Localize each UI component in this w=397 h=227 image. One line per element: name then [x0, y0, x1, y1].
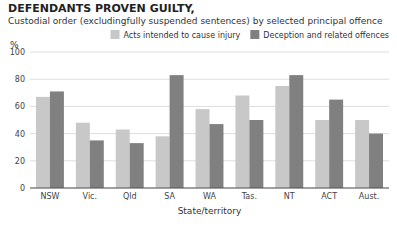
x-tick-label: Qld — [123, 192, 137, 201]
bar — [196, 109, 210, 188]
x-tick-label: Tas. — [241, 192, 257, 201]
y-tick-label: 40 — [15, 130, 25, 139]
chart-container: DEFENDANTS PROVEN GUILTY,Custodial order… — [0, 0, 397, 227]
bar — [329, 100, 343, 188]
grid-line — [30, 188, 389, 189]
legend: Acts intended to cause injury Deception a… — [111, 30, 389, 40]
y-tick-label: 0 — [20, 184, 25, 193]
x-tick-label: Vic. — [83, 192, 97, 201]
x-tick-label: NT — [284, 192, 295, 201]
y-tick-label: 60 — [15, 102, 25, 111]
title: DEFENDANTS PROVEN GUILTY, — [8, 2, 195, 15]
x-tick-label: ACT — [321, 192, 337, 201]
grid-line — [30, 79, 389, 80]
x-tick-label: Aust. — [359, 192, 379, 201]
bar — [369, 134, 383, 188]
subtitle: Custodial order (excludingfully suspende… — [8, 16, 383, 26]
legend-swatch — [250, 30, 259, 39]
x-tick-label: NSW — [40, 192, 59, 201]
bar — [289, 75, 303, 188]
bar — [90, 140, 104, 188]
bar — [50, 91, 64, 188]
bar — [235, 96, 249, 188]
bar — [315, 120, 329, 188]
bar — [116, 130, 130, 188]
background — [0, 0, 397, 227]
x-axis-line — [30, 188, 389, 189]
legend-item: Acts intended to cause injury — [111, 30, 241, 40]
bar — [130, 143, 144, 188]
x-tick-label: SA — [164, 192, 175, 201]
grid — [30, 52, 389, 188]
y-tick-label: 80 — [15, 75, 25, 84]
grid-line — [30, 52, 389, 53]
bar — [170, 75, 184, 188]
legend-swatch — [111, 30, 120, 39]
bar — [249, 120, 263, 188]
legend-item: Deception and related offences — [250, 30, 389, 40]
legend-label: Deception and related offences — [263, 31, 389, 40]
bar — [36, 97, 50, 188]
bar — [210, 124, 224, 188]
bar — [156, 136, 170, 188]
bar — [275, 86, 289, 188]
y-tick-label: 20 — [15, 157, 25, 166]
y-tick-label: 100 — [10, 48, 25, 57]
chart: DEFENDANTS PROVEN GUILTY,Custodial order… — [0, 0, 397, 227]
legend-label: Acts intended to cause injury — [124, 31, 241, 40]
x-tick-label: WA — [203, 192, 216, 201]
x-axis-label: State/territory — [178, 206, 242, 216]
bar — [76, 123, 90, 188]
bar — [355, 120, 369, 188]
bars — [36, 75, 383, 188]
